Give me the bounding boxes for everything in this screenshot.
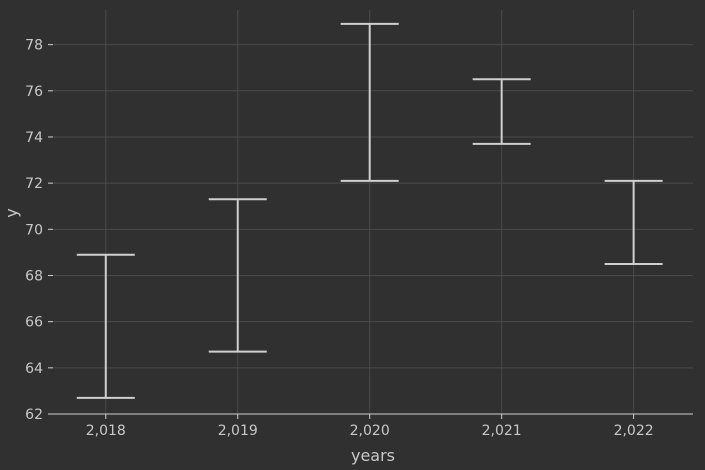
error-bar: [472, 78, 531, 145]
y-tick-label: 70: [25, 222, 43, 238]
x-tick-label: 2,022: [614, 423, 654, 439]
error-bar: [604, 179, 663, 265]
error-bar: [340, 22, 399, 182]
error-bar: [76, 253, 135, 399]
x-axis-label: years: [351, 446, 395, 465]
x-tick-label: 2,021: [482, 423, 522, 439]
y-tick-label: 78: [25, 38, 43, 54]
y-tick-label: 62: [25, 407, 43, 423]
y-axis-label: y: [2, 208, 21, 217]
y-tick-label: 68: [25, 268, 43, 284]
y-tick-label: 74: [25, 130, 43, 146]
grid-layer: [53, 10, 693, 415]
marks-layer: [76, 22, 663, 399]
y-tick-label: 64: [25, 361, 43, 377]
x-tick-label: 2,018: [86, 423, 126, 439]
axis-layer: 62 64 66 68 70 72 74 76 78 2,018 2,019 2,020 2,021 2,…: [25, 38, 693, 439]
x-tick-label: 2,020: [350, 423, 390, 439]
error-bar: [208, 198, 267, 353]
y-tick-label: 72: [25, 176, 43, 192]
y-tick-label: 66: [25, 315, 43, 331]
x-tick-label: 2,019: [218, 423, 258, 439]
y-tick-label: 76: [25, 84, 43, 100]
